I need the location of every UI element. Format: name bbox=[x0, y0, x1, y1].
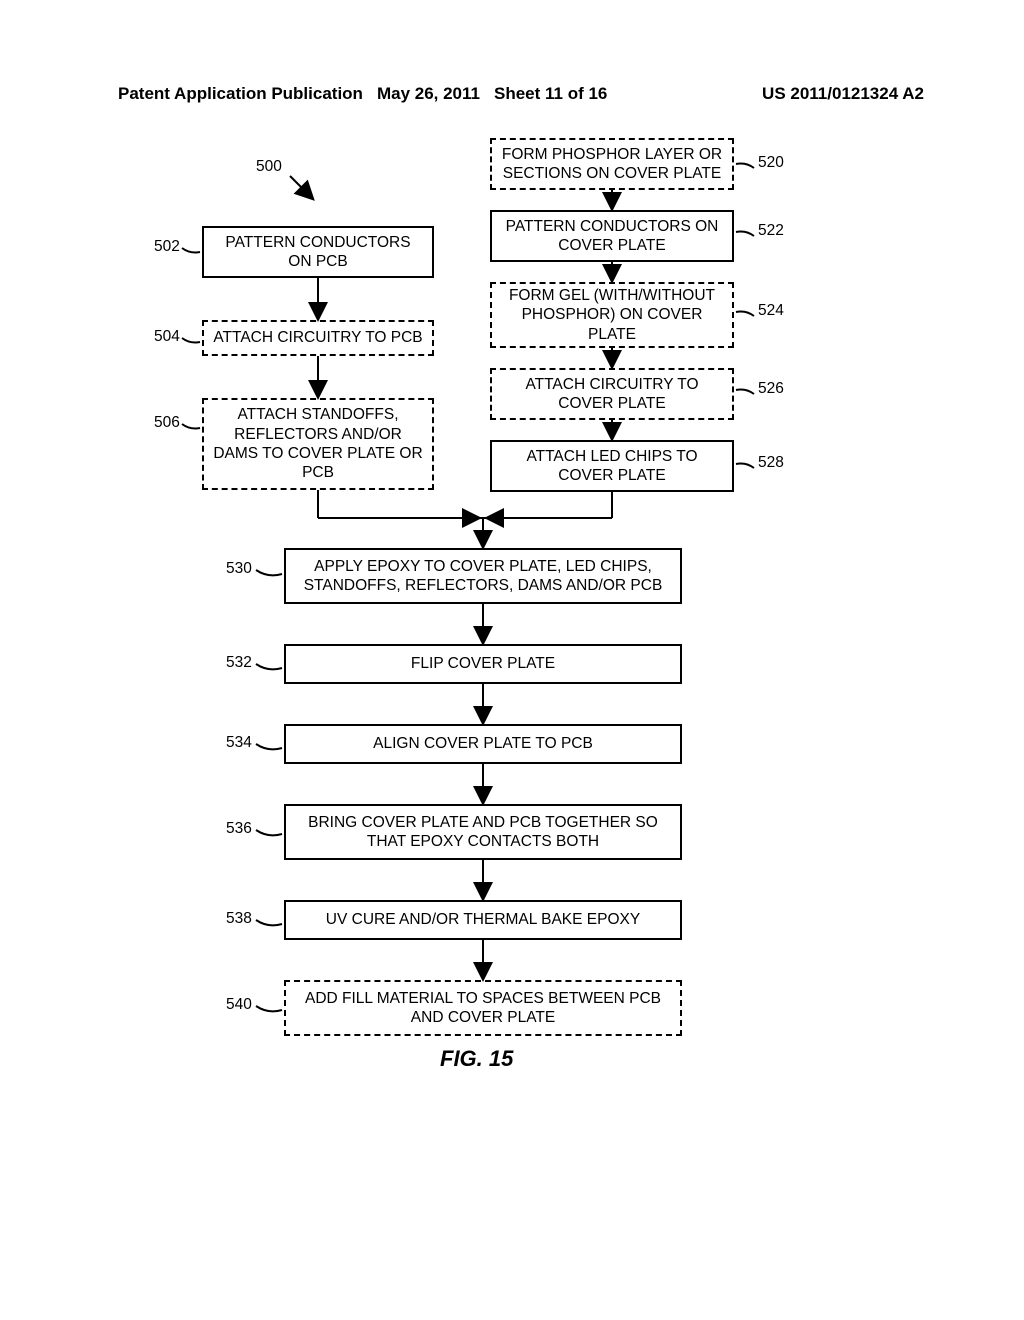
box-504: ATTACH CIRCUITRY TO PCB bbox=[202, 320, 434, 356]
header-publication: Patent Application Publication bbox=[118, 84, 363, 104]
box-524-text: FORM GEL (WITH/WITHOUT PHOSPHOR) ON COVE… bbox=[500, 286, 724, 344]
header-sheet: Sheet 11 of 16 bbox=[494, 84, 607, 104]
box-524: FORM GEL (WITH/WITHOUT PHOSPHOR) ON COVE… bbox=[490, 282, 734, 348]
box-528: ATTACH LED CHIPS TO COVER PLATE bbox=[490, 440, 734, 492]
ref-520: 520 bbox=[758, 154, 784, 172]
box-522: PATTERN CONDUCTORS ON COVER PLATE bbox=[490, 210, 734, 262]
box-534-text: ALIGN COVER PLATE TO PCB bbox=[373, 734, 593, 753]
header-date: May 26, 2011 bbox=[377, 84, 480, 104]
ref-504: 504 bbox=[154, 328, 180, 346]
header-pubno: US 2011/0121324 A2 bbox=[762, 84, 924, 104]
box-526-text: ATTACH CIRCUITRY TO COVER PLATE bbox=[500, 375, 724, 414]
box-522-text: PATTERN CONDUCTORS ON COVER PLATE bbox=[500, 217, 724, 256]
box-536-text: BRING COVER PLATE AND PCB TOGETHER SO TH… bbox=[294, 813, 672, 852]
box-540-text: ADD FILL MATERIAL TO SPACES BETWEEN PCB … bbox=[294, 989, 672, 1028]
page-header: Patent Application Publication May 26, 2… bbox=[118, 84, 924, 104]
ref-528: 528 bbox=[758, 454, 784, 472]
box-538: UV CURE AND/OR THERMAL BAKE EPOXY bbox=[284, 900, 682, 940]
box-538-text: UV CURE AND/OR THERMAL BAKE EPOXY bbox=[326, 910, 640, 929]
ref-532: 532 bbox=[226, 654, 252, 672]
ref-540: 540 bbox=[226, 996, 252, 1014]
box-506: ATTACH STANDOFFS, REFLECTORS AND/OR DAMS… bbox=[202, 398, 434, 490]
box-506-text: ATTACH STANDOFFS, REFLECTORS AND/OR DAMS… bbox=[212, 405, 424, 483]
box-540: ADD FILL MATERIAL TO SPACES BETWEEN PCB … bbox=[284, 980, 682, 1036]
figure-caption: FIG. 15 bbox=[440, 1046, 513, 1072]
box-502: PATTERN CONDUCTORS ON PCB bbox=[202, 226, 434, 278]
ref-536: 536 bbox=[226, 820, 252, 838]
box-532: FLIP COVER PLATE bbox=[284, 644, 682, 684]
ref-522: 522 bbox=[758, 222, 784, 240]
ref-538: 538 bbox=[226, 910, 252, 928]
box-502-text: PATTERN CONDUCTORS ON PCB bbox=[212, 233, 424, 272]
box-530-text: APPLY EPOXY TO COVER PLATE, LED CHIPS, S… bbox=[294, 557, 672, 596]
box-520-text: FORM PHOSPHOR LAYER OR SECTIONS ON COVER… bbox=[500, 145, 724, 184]
box-530: APPLY EPOXY TO COVER PLATE, LED CHIPS, S… bbox=[284, 548, 682, 604]
box-520: FORM PHOSPHOR LAYER OR SECTIONS ON COVER… bbox=[490, 138, 734, 190]
box-532-text: FLIP COVER PLATE bbox=[411, 654, 555, 673]
ref-502: 502 bbox=[154, 238, 180, 256]
box-526: ATTACH CIRCUITRY TO COVER PLATE bbox=[490, 368, 734, 420]
box-528-text: ATTACH LED CHIPS TO COVER PLATE bbox=[500, 447, 724, 486]
ref-500: 500 bbox=[256, 158, 282, 176]
ref-530: 530 bbox=[226, 560, 252, 578]
ref-506: 506 bbox=[154, 414, 180, 432]
ref-524: 524 bbox=[758, 302, 784, 320]
page: Patent Application Publication May 26, 2… bbox=[0, 0, 1024, 1320]
ref-534: 534 bbox=[226, 734, 252, 752]
box-536: BRING COVER PLATE AND PCB TOGETHER SO TH… bbox=[284, 804, 682, 860]
box-504-text: ATTACH CIRCUITRY TO PCB bbox=[213, 328, 422, 347]
box-534: ALIGN COVER PLATE TO PCB bbox=[284, 724, 682, 764]
ref-526: 526 bbox=[758, 380, 784, 398]
